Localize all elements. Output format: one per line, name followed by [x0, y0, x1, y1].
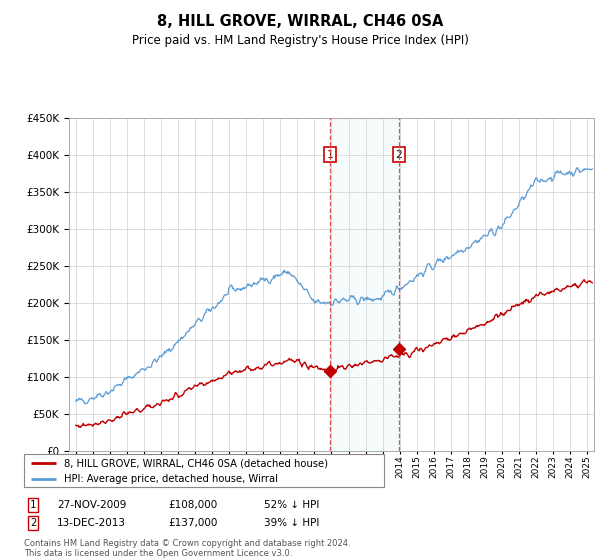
Text: 1: 1 [327, 150, 334, 160]
Text: HPI: Average price, detached house, Wirral: HPI: Average price, detached house, Wirr… [64, 474, 278, 484]
Text: 13-DEC-2013: 13-DEC-2013 [57, 518, 126, 528]
Text: £137,000: £137,000 [168, 518, 217, 528]
Text: 1: 1 [30, 500, 36, 510]
Text: 8, HILL GROVE, WIRRAL, CH46 0SA: 8, HILL GROVE, WIRRAL, CH46 0SA [157, 14, 443, 29]
Text: 52% ↓ HPI: 52% ↓ HPI [264, 500, 319, 510]
Bar [330, 118, 399, 451]
Text: 27-NOV-2009: 27-NOV-2009 [57, 500, 127, 510]
Text: Price paid vs. HM Land Registry's House Price Index (HPI): Price paid vs. HM Land Registry's House … [131, 34, 469, 46]
Text: 8, HILL GROVE, WIRRAL, CH46 0SA (detached house): 8, HILL GROVE, WIRRAL, CH46 0SA (detache… [64, 458, 328, 468]
Text: 2: 2 [30, 518, 36, 528]
Text: 2: 2 [395, 150, 403, 160]
FancyBboxPatch shape [24, 454, 384, 487]
Text: £108,000: £108,000 [168, 500, 217, 510]
Text: Contains HM Land Registry data © Crown copyright and database right 2024.
This d: Contains HM Land Registry data © Crown c… [24, 539, 350, 558]
Text: 39% ↓ HPI: 39% ↓ HPI [264, 518, 319, 528]
